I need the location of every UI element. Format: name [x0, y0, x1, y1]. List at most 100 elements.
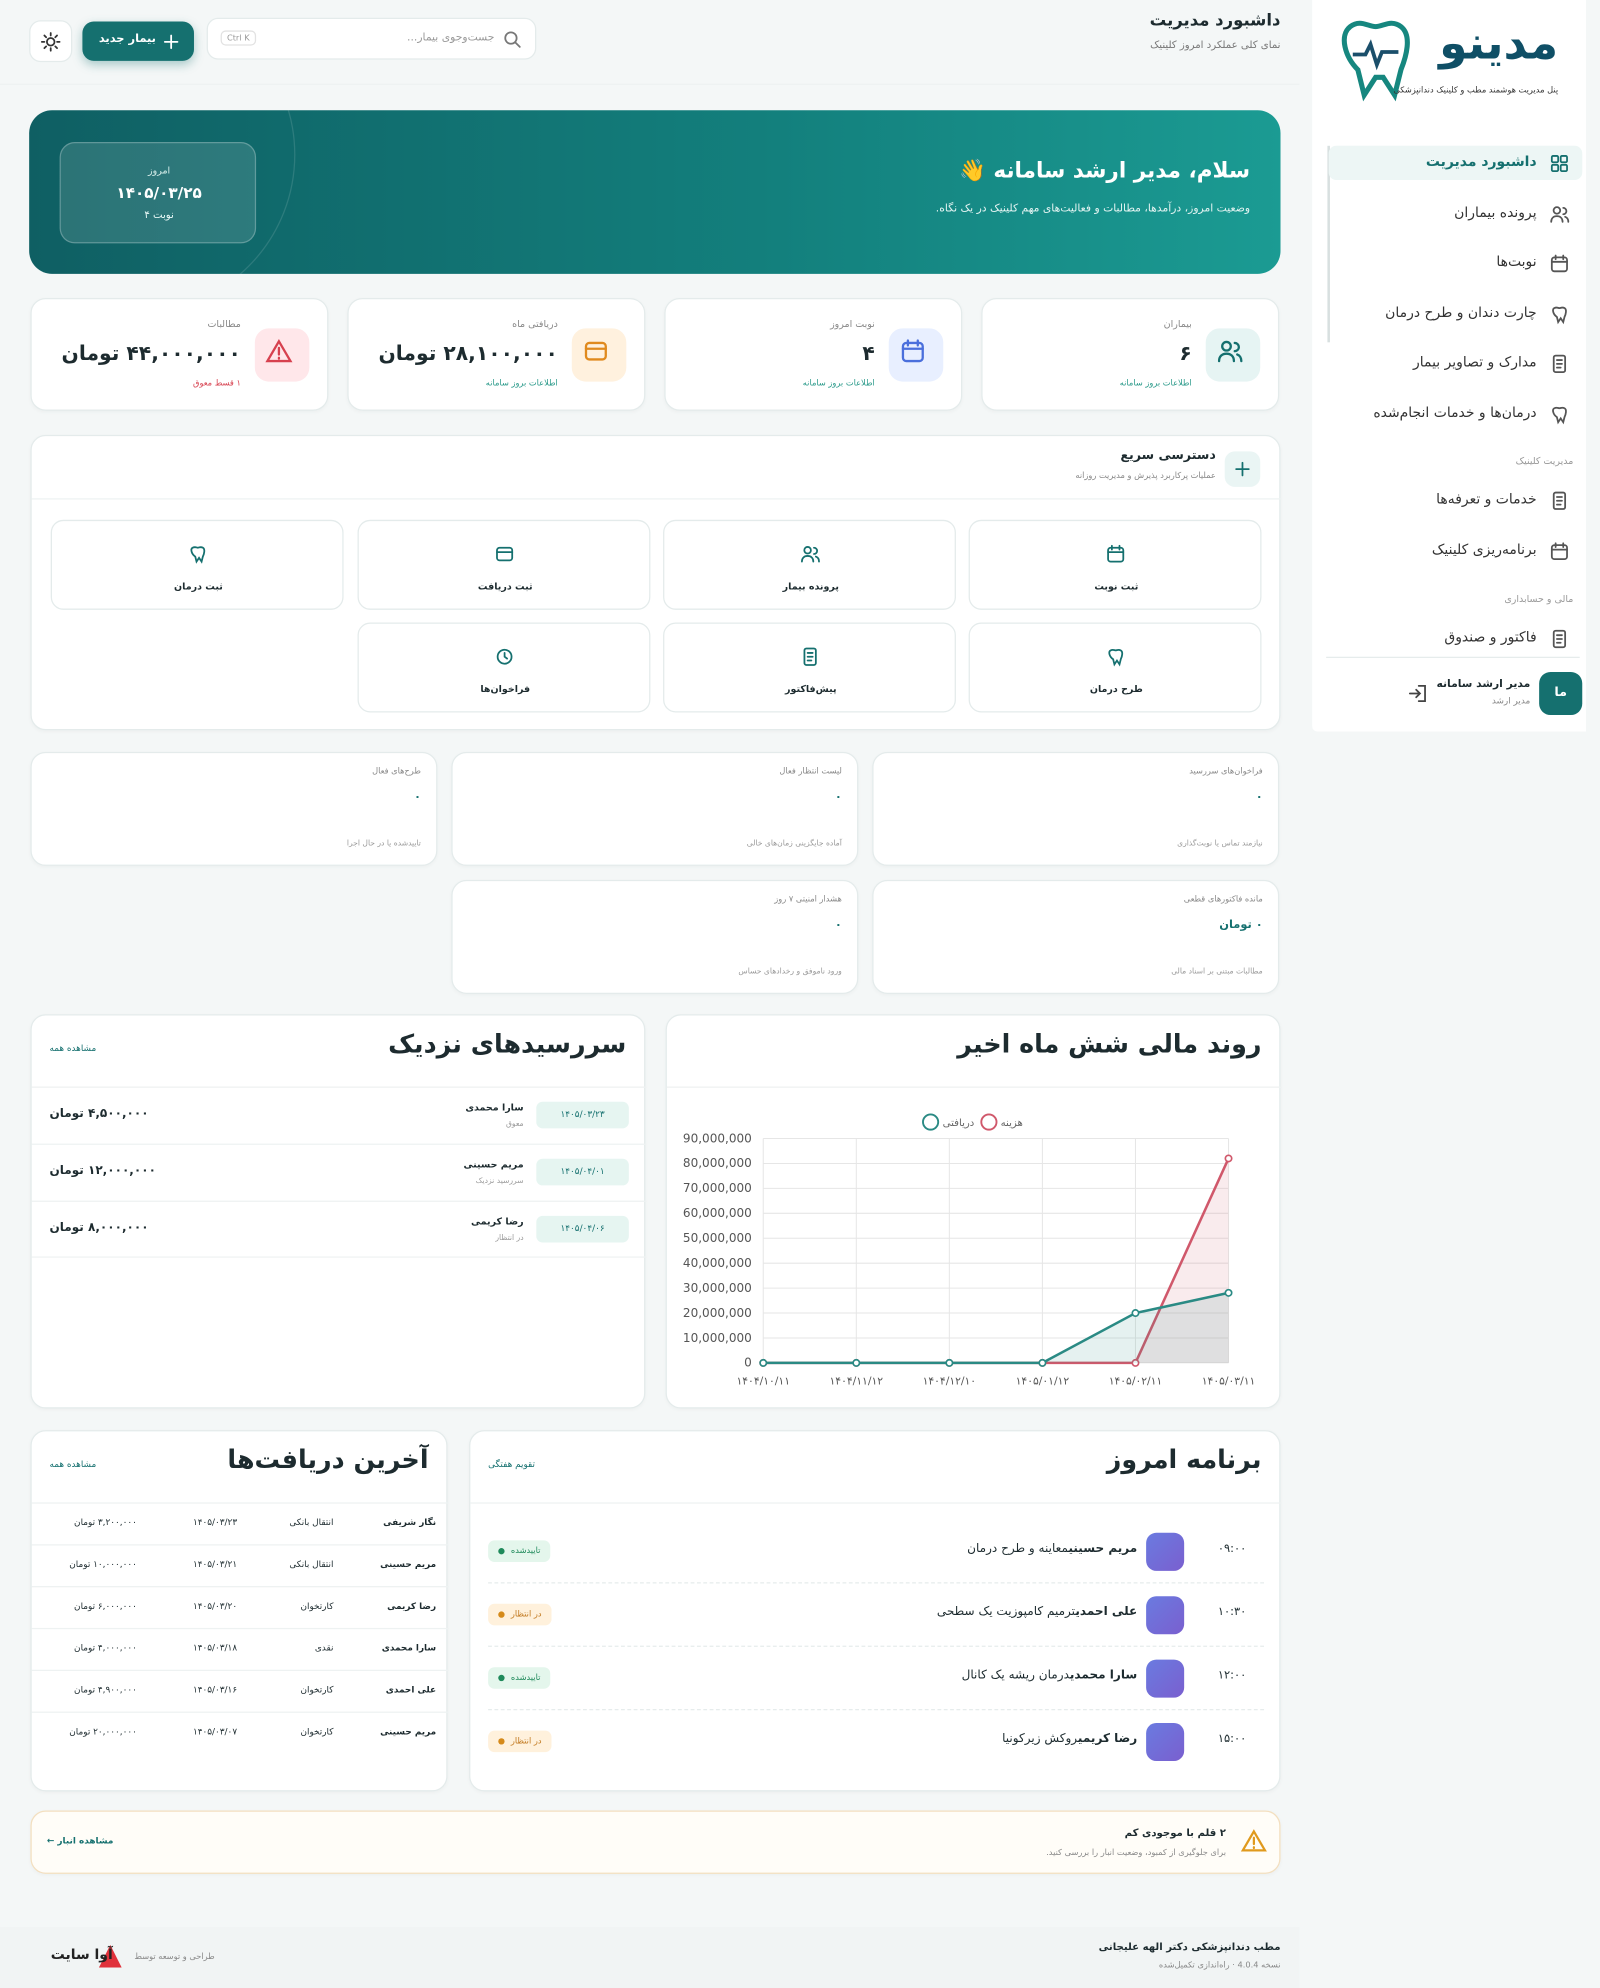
- y-tick-label: 30,000,000: [683, 1281, 752, 1295]
- quick-action-label[interactable]: ثبت نوبت: [1094, 580, 1139, 593]
- nav-item[interactable]: خدمات و تعرفه‌ها: [1329, 483, 1583, 517]
- status-label: در انتظار: [510, 1735, 542, 1746]
- button-label[interactable]: بیمار جدید: [98, 32, 156, 46]
- status-dot: [498, 1674, 505, 1682]
- nav-label[interactable]: فاکتور و صندوق: [1444, 628, 1537, 646]
- nav-label[interactable]: برنامه‌ریزی کلینیک: [1431, 541, 1537, 558]
- credit-text: طراحی و توسعه توسط: [134, 1951, 215, 1962]
- y-tick-label: 20,000,000: [683, 1306, 752, 1320]
- quick-action-label[interactable]: پرونده بیمار: [782, 580, 839, 593]
- icon-shape: [1550, 206, 1570, 223]
- icon-shape: [1556, 634, 1563, 644]
- quick-action[interactable]: ثبت نوبت: [968, 519, 1262, 610]
- alert-link[interactable]: مشاهده انبار ←: [46, 1835, 114, 1846]
- sidebar: مدینو پنل مدیریت هوشمند مطب و کلینیک دندا…: [1312, 0, 1587, 732]
- stat-note: اطلاعات بروز سامانه: [1119, 377, 1192, 388]
- icon-shape: [163, 34, 179, 50]
- quick-action[interactable]: فراخوان‌ها: [357, 622, 651, 713]
- icon-shape: [806, 652, 814, 662]
- icon-shape: [1108, 648, 1124, 667]
- nav-item[interactable]: چارت دندان و طرح درمان: [1329, 296, 1583, 330]
- stat-value: ۲۸,۱۰۰,۰۰۰ تومان: [378, 341, 558, 366]
- user-avatar: ما: [1539, 671, 1583, 716]
- card-link[interactable]: مشاهده همه: [49, 1043, 97, 1054]
- quick-action-label[interactable]: ثبت درمان: [174, 580, 223, 593]
- x-tick-label: ۱۴۰۴/۱۱/۱۲: [830, 1374, 884, 1387]
- icon-shape: [1550, 542, 1568, 551]
- logout-button[interactable]: [1406, 682, 1429, 705]
- nav-item[interactable]: نوبت‌ها: [1329, 246, 1583, 280]
- x-tick-label: ۱۴۰۵/۰۲/۱۱: [1109, 1374, 1163, 1387]
- icon-shape: [1552, 491, 1567, 510]
- quick-action-label[interactable]: فراخوان‌ها: [480, 683, 531, 695]
- nav-item[interactable]: مدارک و تصاویر بیمار: [1329, 347, 1583, 381]
- nav-label[interactable]: پرونده بیماران: [1454, 203, 1537, 221]
- icon: [1235, 461, 1250, 477]
- schedule-row: ۱۰:۳۰ علی احمدیترمیم کامپوزیت یک سطحی در ا…: [488, 1584, 1265, 1647]
- new-patient-button[interactable]: بیمار جدید: [82, 21, 194, 61]
- icon-shape: [803, 647, 817, 666]
- icon-shape: [1552, 629, 1567, 649]
- nav-label[interactable]: چارت دندان و طرح درمان: [1385, 304, 1537, 321]
- avatar: [1146, 1596, 1185, 1635]
- icon: [1552, 406, 1567, 425]
- icon-shape: [1221, 340, 1232, 352]
- x-tick-label: ۱۴۰۴/۱۲/۱۰: [923, 1374, 977, 1387]
- stat-note: اطلاعات بروز سامانه: [802, 377, 875, 388]
- quick-action[interactable]: ثبت دریافت: [357, 519, 651, 610]
- quick-action-label[interactable]: ثبت دریافت: [477, 580, 533, 593]
- icon: [584, 341, 607, 361]
- nav-item[interactable]: درمان‌ها و خدمات انجام‌شده: [1329, 397, 1583, 431]
- icon-shape: [584, 341, 607, 361]
- quick-action-label[interactable]: پیش‌فاکتور: [785, 683, 837, 695]
- quick-action[interactable]: طرح درمان: [968, 622, 1262, 713]
- stat-card: بیماران ۶ اطلاعات بروز سامانه: [981, 297, 1280, 411]
- card-link[interactable]: مشاهده همه: [49, 1459, 97, 1470]
- status-dot: [498, 1548, 505, 1555]
- nav-label[interactable]: نوبت‌ها: [1496, 253, 1537, 271]
- icon: [190, 546, 206, 564]
- alert-card: فراخوان‌های سررسید ۰ نیازمند تماس یا نوبت‌…: [872, 751, 1280, 866]
- date-pill: ۱۴۰۵/۰۴/۰۱: [536, 1158, 629, 1186]
- nav-label[interactable]: مدارک و تصاویر بیمار: [1413, 354, 1537, 371]
- y-tick-label: 40,000,000: [683, 1256, 752, 1270]
- icon-shape: [1408, 685, 1426, 702]
- add-button[interactable]: [1224, 451, 1261, 487]
- icon-shape: [503, 652, 509, 660]
- data-point: [945, 1358, 954, 1367]
- alert-value: ۰: [834, 791, 842, 804]
- search-box[interactable]: جست‌وجوی بیمار... Ctrl K: [206, 17, 537, 60]
- x-tick-label: ۱۴۰۴/۱۰/۱۱: [736, 1374, 790, 1387]
- quick-action[interactable]: پیش‌فاکتور: [663, 622, 956, 713]
- divider: [470, 1502, 1282, 1504]
- icon: [1240, 1829, 1267, 1852]
- nav-item[interactable]: برنامه‌ریزی کلینیک: [1329, 534, 1583, 568]
- card-link[interactable]: تقویم هفتگی: [488, 1459, 536, 1470]
- appointment: مریم حسینیمعاینه و طرح درمان: [967, 1542, 1137, 1556]
- date-pill: ۱۴۰۵/۰۳/۲۳: [536, 1101, 629, 1129]
- time: ۰۹:۰۰: [1217, 1542, 1247, 1556]
- icon-shape: [1550, 544, 1568, 561]
- y-tick-label: 50,000,000: [683, 1231, 752, 1245]
- nav-item[interactable]: فاکتور و صندوق: [1329, 621, 1583, 655]
- nav-item[interactable]: داشبورد مدیریت: [1328, 145, 1583, 181]
- quick-action-label[interactable]: طرح درمان: [1089, 683, 1143, 695]
- nav-label[interactable]: خدمات و تعرفه‌ها: [1436, 490, 1537, 508]
- quick-action[interactable]: ثبت درمان: [50, 519, 344, 610]
- due-row: ۱۴۰۵/۰۴/۰۶ رضا کریمی در انتظار ۸,۰۰۰,۰۰۰ تو…: [31, 1200, 647, 1258]
- receipt-row: رضا کریمی کارتخوان ۱۴۰۵/۰۳/۲۰ ۶,۰۰۰,۰۰۰ توم…: [31, 1586, 449, 1628]
- clinic-name: مطب دندانپزشکی دکتر الهه علیجانی: [1098, 1941, 1281, 1953]
- theme-toggle[interactable]: [29, 20, 73, 63]
- quick-action[interactable]: پرونده بیمار: [663, 519, 956, 610]
- data-point: [1038, 1358, 1047, 1367]
- schedule-row: ۰۹:۰۰ مریم حسینیمعاینه و طرح درمان تاییدشد…: [488, 1520, 1265, 1584]
- nav-item[interactable]: پرونده بیماران: [1329, 196, 1583, 230]
- date: ۱۴۰۵/۰۳/۰۷: [192, 1726, 238, 1737]
- time: ۱۲:۰۰: [1217, 1669, 1247, 1683]
- icon-shape: [1559, 163, 1568, 173]
- stat-icon: [888, 328, 944, 382]
- alert-title: طرح‌های فعال: [372, 765, 421, 776]
- nav-label[interactable]: درمان‌ها و خدمات انجام‌شده: [1373, 404, 1537, 421]
- nav-label[interactable]: داشبورد مدیریت: [1425, 153, 1537, 170]
- card-title: آخرین دریافت‌ها: [227, 1444, 429, 1475]
